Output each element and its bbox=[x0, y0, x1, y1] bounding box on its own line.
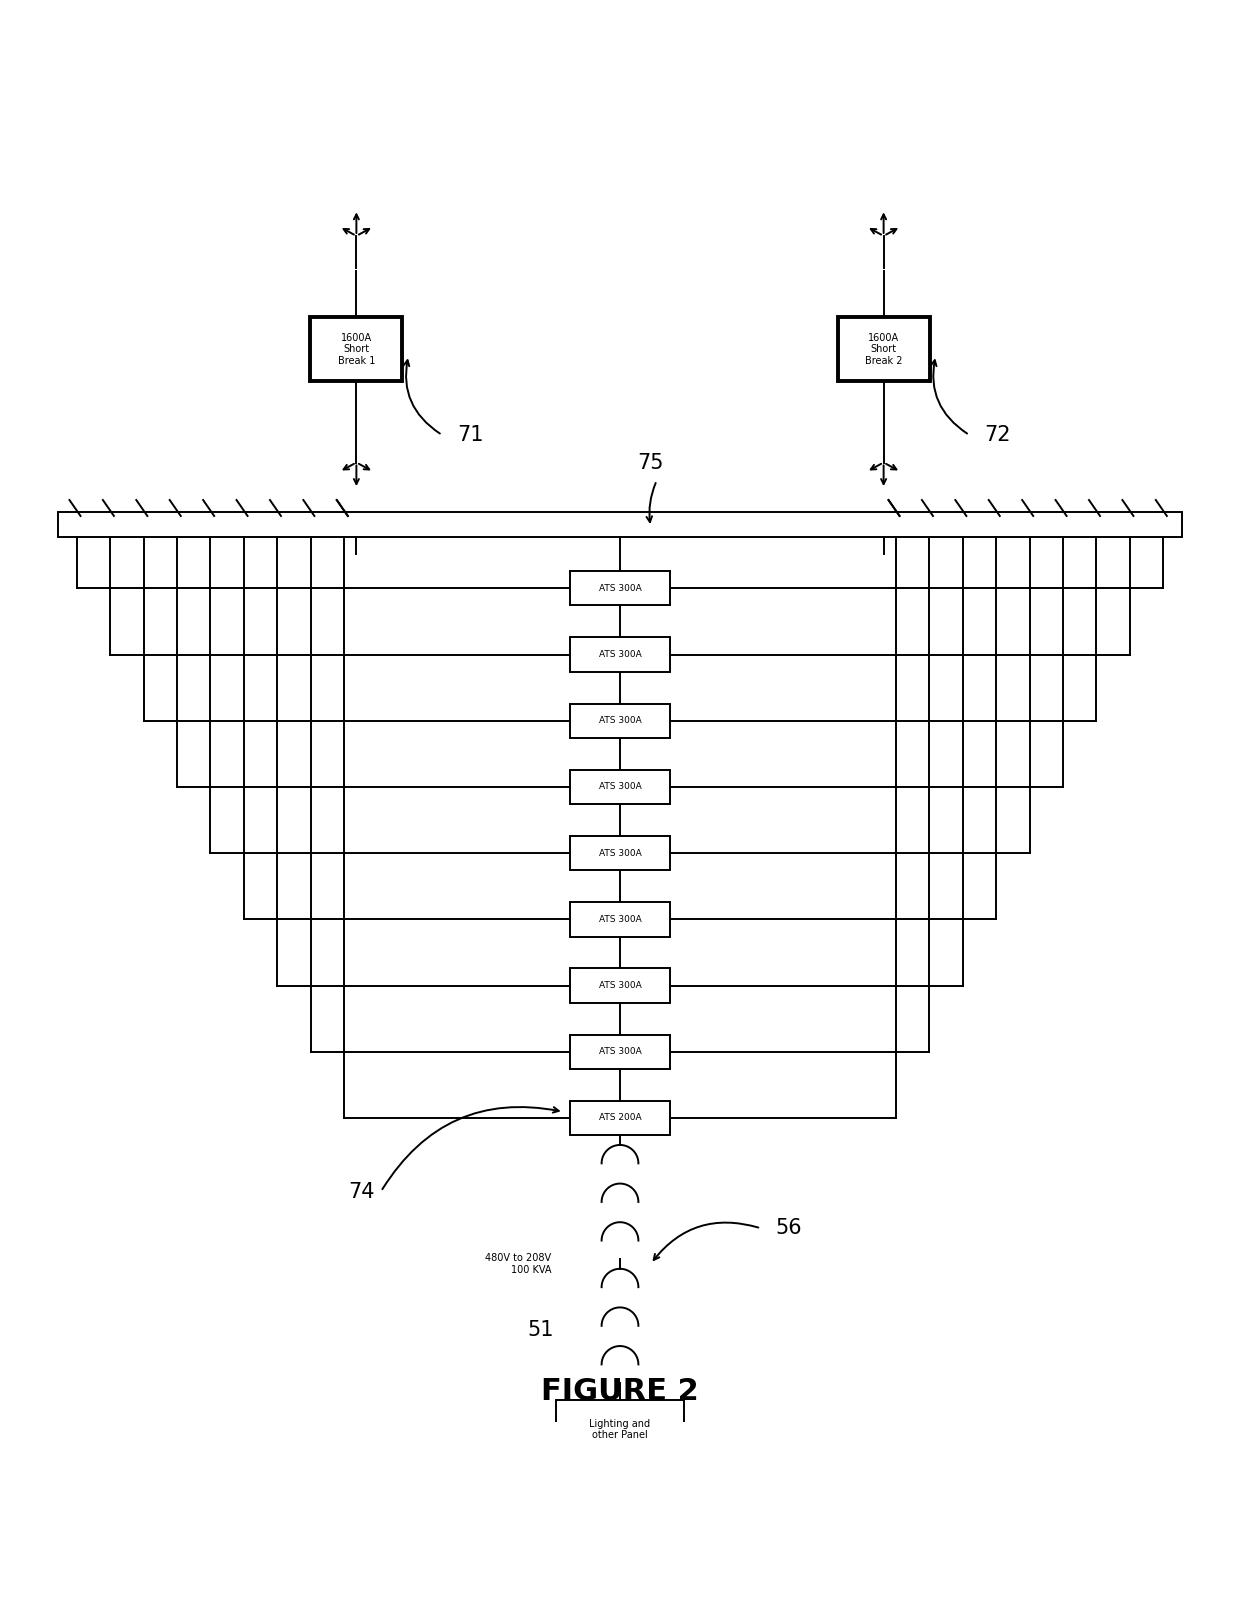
FancyBboxPatch shape bbox=[569, 837, 671, 870]
Text: ATS 200A: ATS 200A bbox=[599, 1113, 641, 1123]
Text: 51: 51 bbox=[527, 1320, 553, 1340]
FancyBboxPatch shape bbox=[58, 513, 1182, 537]
Text: 1600A
Short
Break 1: 1600A Short Break 1 bbox=[337, 333, 374, 366]
Text: ATS 300A: ATS 300A bbox=[599, 783, 641, 791]
Text: 75: 75 bbox=[637, 453, 663, 472]
Text: ATS 300A: ATS 300A bbox=[599, 914, 641, 924]
Text: ATS 300A: ATS 300A bbox=[599, 848, 641, 858]
FancyBboxPatch shape bbox=[569, 637, 671, 671]
FancyBboxPatch shape bbox=[569, 770, 671, 804]
Text: 74: 74 bbox=[348, 1181, 374, 1202]
FancyBboxPatch shape bbox=[569, 903, 671, 937]
Text: ATS 300A: ATS 300A bbox=[599, 717, 641, 725]
Text: 1600A
Short
Break 2: 1600A Short Break 2 bbox=[864, 333, 903, 366]
FancyBboxPatch shape bbox=[569, 571, 671, 605]
Text: 56: 56 bbox=[776, 1218, 802, 1238]
Text: ATS 300A: ATS 300A bbox=[599, 1047, 641, 1057]
FancyBboxPatch shape bbox=[838, 317, 930, 382]
Text: ATS 300A: ATS 300A bbox=[599, 981, 641, 990]
FancyBboxPatch shape bbox=[569, 969, 671, 1003]
FancyBboxPatch shape bbox=[569, 1034, 671, 1069]
FancyBboxPatch shape bbox=[569, 1100, 671, 1136]
FancyBboxPatch shape bbox=[569, 704, 671, 738]
Text: 72: 72 bbox=[985, 426, 1011, 445]
Text: ATS 300A: ATS 300A bbox=[599, 584, 641, 592]
Text: 480V to 208V
100 KVA: 480V to 208V 100 KVA bbox=[485, 1252, 552, 1275]
Text: ATS 300A: ATS 300A bbox=[599, 650, 641, 659]
Text: FIGURE 2: FIGURE 2 bbox=[541, 1377, 699, 1406]
Text: Lighting and
other Panel: Lighting and other Panel bbox=[589, 1419, 651, 1440]
FancyBboxPatch shape bbox=[310, 317, 402, 382]
FancyBboxPatch shape bbox=[556, 1400, 684, 1459]
Text: 71: 71 bbox=[456, 426, 484, 445]
